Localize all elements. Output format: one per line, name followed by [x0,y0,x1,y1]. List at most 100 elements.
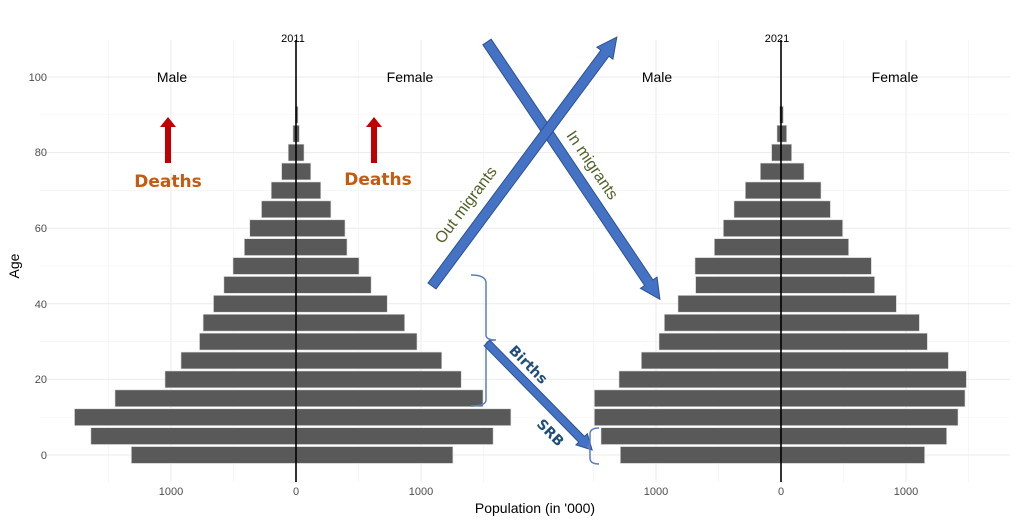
bar-female-2021-age-0 [780,446,925,464]
bar-male-2021-age-45 [695,276,782,294]
male-label-2011: Male [157,69,188,85]
bar-female-2021-age-85 [780,125,787,143]
bar-female-2021-age-60 [780,219,843,237]
bar-male-2021-age-65 [733,200,782,218]
bar-male-2011-age-30 [199,332,297,351]
y-axis-label: Age [6,253,22,278]
bar-male-2011-age-20 [164,370,297,389]
bar-female-2011-age-35 [295,313,405,332]
bar-male-2021-age-70 [745,181,782,200]
bar-female-2011-age-75 [295,162,312,181]
male-label-2021: Male [642,69,673,85]
bar-female-2011-age-65 [295,200,332,218]
bar-female-2021-age-50 [780,257,872,275]
bar-male-2021-age-30 [658,332,782,351]
bar-male-2011-age-25 [180,351,297,370]
bar-female-2021-age-65 [780,200,831,218]
bar-male-2011-age-40 [213,295,297,313]
bar-female-2021-age-5 [780,427,947,445]
bar-female-2011-age-45 [295,276,372,294]
bar-female-2011-age-60 [295,219,346,237]
bars [74,106,967,464]
x-tick: 1000 [644,486,668,498]
y-tick: 60 [35,223,47,235]
bar-female-2011-age-30 [295,332,418,351]
bar-female-2021-age-35 [780,313,920,332]
bar-female-2011-age-0 [295,446,454,464]
deaths-label-female: Deaths [344,170,411,190]
bar-male-2011-age-5 [90,427,297,445]
bar-female-2021-age-80 [780,143,792,162]
x-tick: 1000 [159,486,183,498]
srb-brace [586,427,600,465]
zero-lines [295,40,782,482]
bar-male-2011-age-80 [287,143,297,162]
out-migrants-arrow-icon [427,36,618,290]
bar-male-2021-age-10 [594,408,782,426]
bar-male-2011-age-55 [244,238,297,256]
bar-male-2011-age-45 [223,276,297,294]
x-tick: 0 [293,486,299,498]
bar-male-2021-age-20 [618,370,782,389]
x-tick: 0 [778,486,784,498]
bar-female-2011-age-5 [295,427,494,445]
bar-female-2021-age-15 [780,389,966,407]
bar-male-2011-age-75 [281,162,297,181]
births-brace [470,274,497,407]
bar-male-2021-age-25 [641,351,782,370]
bar-female-2021-age-45 [780,276,875,294]
bar-female-2011-age-55 [295,238,348,256]
bar-male-2021-age-0 [620,446,782,464]
y-axis: 0 20 40 60 80 100 Age [6,72,47,462]
x-tick: 1000 [894,486,918,498]
bar-female-2011-age-20 [295,370,462,389]
y-tick: 100 [29,72,47,84]
bar-male-2011-age-35 [202,313,297,332]
deaths-arrow-icon [160,117,176,163]
bar-female-2021-age-25 [780,351,949,370]
female-label-2021: Female [872,69,919,85]
bar-male-2011-age-65 [261,200,297,218]
bar-male-2021-age-40 [677,295,782,313]
bar-male-2011-age-60 [249,219,297,237]
x-axis-label: Population (in '000) [475,500,595,516]
bar-female-2021-age-70 [780,181,822,200]
bar-male-2021-age-5 [600,427,782,445]
bar-female-2011-age-25 [295,351,443,370]
y-tick: 40 [35,299,47,311]
y-tick: 0 [41,450,47,462]
bar-female-2021-age-40 [780,295,897,313]
deaths-label-male: Deaths [134,172,201,192]
bar-female-2021-age-10 [780,408,959,426]
bar-male-2021-age-15 [594,389,782,407]
bar-male-2011-age-70 [270,181,297,200]
bar-female-2021-age-30 [780,332,928,351]
deaths-arrow-icon [366,117,382,163]
bar-female-2011-age-40 [295,295,388,313]
bar-male-2021-age-80 [771,143,782,162]
bar-male-2011-age-50 [232,257,297,275]
bar-male-2011-age-10 [74,408,297,426]
births-arrow-icon [483,339,593,451]
panel-title-2011: 2011 [281,33,305,45]
bar-male-2011-age-0 [131,446,297,464]
bar-male-2021-age-35 [664,313,782,332]
in-migrants-arrow-icon [482,38,661,301]
bar-male-2021-age-50 [694,257,782,275]
bar-female-2021-age-55 [780,238,849,256]
bar-female-2021-age-20 [780,370,967,389]
female-label-2011: Female [387,69,434,85]
bar-female-2011-age-15 [295,389,484,407]
x-tick: 1000 [409,486,433,498]
bar-female-2011-age-50 [295,257,360,275]
bar-female-2021-age-75 [780,162,805,181]
bar-male-2021-age-60 [723,219,782,237]
x-axis: 1000 0 1000 1000 0 1000 Population (in '… [159,486,918,516]
panel-title-2021: 2021 [765,33,789,45]
y-tick: 80 [35,147,47,159]
bar-female-2011-age-10 [295,408,512,426]
bar-male-2011-age-15 [114,389,297,407]
bar-female-2011-age-70 [295,181,322,200]
bar-female-2011-age-80 [295,143,305,162]
